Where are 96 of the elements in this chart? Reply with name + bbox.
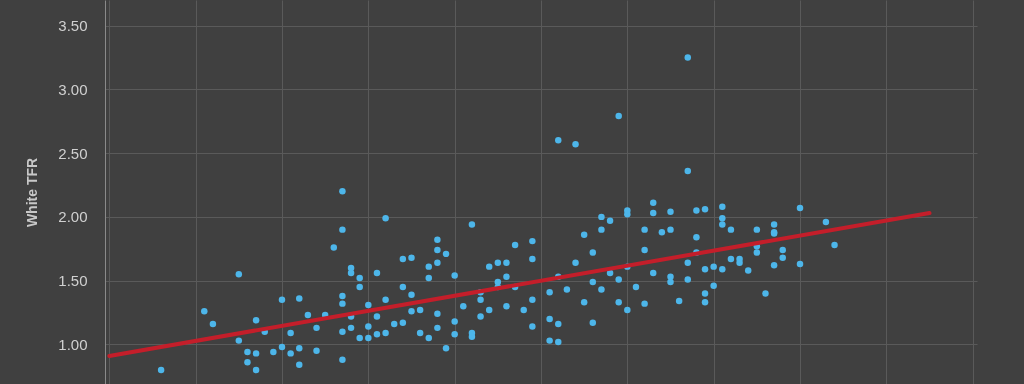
- point: [252, 366, 260, 374]
- point: [624, 207, 631, 214]
- point: [736, 259, 743, 267]
- point: [416, 306, 424, 314]
- point: [572, 259, 579, 267]
- point: [365, 301, 372, 309]
- point: [753, 226, 761, 233]
- point: [451, 318, 458, 325]
- point: [719, 265, 726, 273]
- point: [701, 299, 709, 306]
- point: [529, 237, 536, 245]
- y-tick-label: 1.00: [58, 335, 88, 353]
- point: [650, 209, 657, 217]
- point: [339, 356, 346, 363]
- point: [244, 348, 251, 356]
- point: [719, 203, 726, 210]
- point: [667, 226, 674, 233]
- point: [477, 313, 484, 320]
- point: [434, 324, 441, 332]
- y-axis-title: White TFR: [24, 157, 41, 228]
- point: [555, 320, 562, 328]
- y-tick-label: 1.50: [58, 272, 88, 290]
- point: [339, 188, 346, 195]
- point: [710, 282, 717, 289]
- point: [477, 296, 484, 304]
- point: [641, 300, 648, 307]
- point: [425, 263, 432, 270]
- point: [719, 214, 726, 222]
- point: [373, 313, 381, 320]
- point: [701, 205, 709, 213]
- point: [339, 328, 346, 335]
- point: [468, 333, 476, 341]
- point: [503, 302, 510, 310]
- point: [667, 208, 674, 216]
- point: [693, 207, 700, 214]
- point: [555, 137, 562, 144]
- point: [546, 315, 553, 323]
- point: [580, 231, 588, 238]
- point: [503, 259, 510, 267]
- point: [339, 226, 346, 233]
- point: [546, 337, 553, 344]
- point: [382, 296, 389, 304]
- point: [442, 250, 450, 258]
- point: [684, 54, 692, 61]
- point: [347, 324, 355, 332]
- point: [399, 283, 407, 291]
- point: [494, 278, 502, 286]
- point: [641, 246, 648, 254]
- point: [287, 329, 294, 337]
- point: [529, 296, 536, 304]
- point: [373, 331, 381, 338]
- point: [598, 226, 605, 233]
- point: [598, 286, 605, 293]
- point: [451, 272, 458, 279]
- y-tick-label: 3.50: [58, 17, 88, 35]
- point: [347, 269, 355, 277]
- point: [727, 226, 735, 233]
- point: [650, 199, 657, 207]
- point: [434, 259, 441, 267]
- point: [339, 300, 346, 307]
- point: [485, 306, 493, 314]
- point: [701, 265, 709, 273]
- point: [468, 221, 476, 228]
- point: [434, 246, 441, 254]
- y-tick-label: 2.00: [58, 208, 88, 226]
- point: [615, 276, 622, 283]
- point: [684, 276, 692, 283]
- point: [589, 249, 597, 256]
- point: [313, 347, 320, 355]
- point: [667, 278, 674, 286]
- point: [399, 319, 407, 326]
- point: [296, 361, 303, 369]
- point: [434, 310, 441, 318]
- point: [529, 323, 536, 330]
- point: [235, 337, 243, 344]
- point: [494, 259, 502, 267]
- point: [511, 241, 519, 249]
- y-tick-label: 2.50: [58, 144, 88, 162]
- point: [684, 167, 692, 175]
- point: [356, 334, 363, 342]
- y-tick-label: 3.00: [58, 80, 88, 98]
- point: [382, 329, 389, 337]
- point: [615, 112, 622, 120]
- point: [796, 260, 804, 268]
- point: [365, 334, 372, 342]
- point: [770, 262, 778, 269]
- point: [589, 319, 597, 326]
- point: [770, 221, 778, 228]
- point: [356, 283, 363, 291]
- point: [779, 246, 786, 254]
- point: [425, 274, 432, 282]
- point: [278, 343, 286, 351]
- point: [252, 350, 260, 357]
- point: [296, 345, 303, 352]
- point: [408, 291, 415, 298]
- point: [408, 308, 415, 315]
